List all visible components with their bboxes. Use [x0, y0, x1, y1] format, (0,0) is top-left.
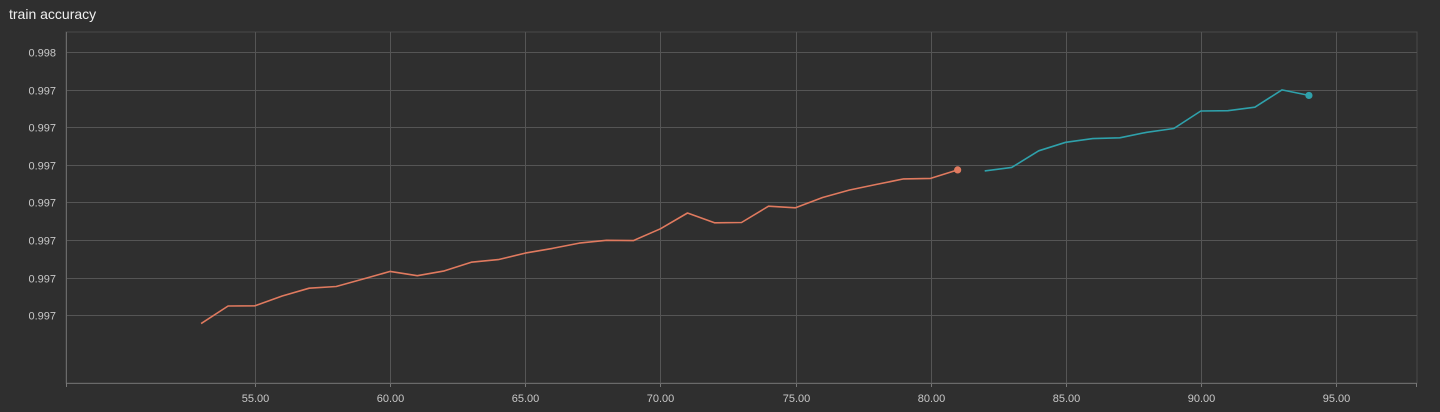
x-tick-label: 90.00 — [1188, 393, 1216, 405]
y-tick-label: 0.998 — [28, 48, 56, 60]
y-tick-label: 0.997 — [28, 198, 56, 210]
series-orange-line — [200, 169, 958, 325]
x-tick-label: 75.00 — [783, 393, 811, 405]
y-tick-label: 0.997 — [28, 236, 56, 248]
y-tick-label: 0.997 — [28, 161, 56, 173]
y-tick-label: 0.997 — [28, 274, 56, 286]
series-teal-line — [984, 89, 1310, 172]
chart-title: train accuracy — [9, 6, 97, 22]
y-tick-label: 0.997 — [28, 86, 56, 98]
series-teal-end-marker — [1305, 91, 1313, 100]
x-tick-label: 65.00 — [512, 393, 540, 405]
series-orange-end-marker — [954, 166, 962, 174]
plot-frame — [65, 31, 1418, 384]
x-tick-label: 55.00 — [242, 393, 270, 405]
x-tick-label: 85.00 — [1053, 393, 1081, 405]
y-tick-label: 0.997 — [28, 123, 56, 135]
x-tick-label: 95.00 — [1323, 393, 1351, 405]
x-tick-label: 60.00 — [377, 393, 405, 405]
x-tick-label: 70.00 — [647, 393, 675, 405]
x-tick-label: 80.00 — [918, 393, 946, 405]
y-tick-label: 0.997 — [28, 311, 56, 323]
